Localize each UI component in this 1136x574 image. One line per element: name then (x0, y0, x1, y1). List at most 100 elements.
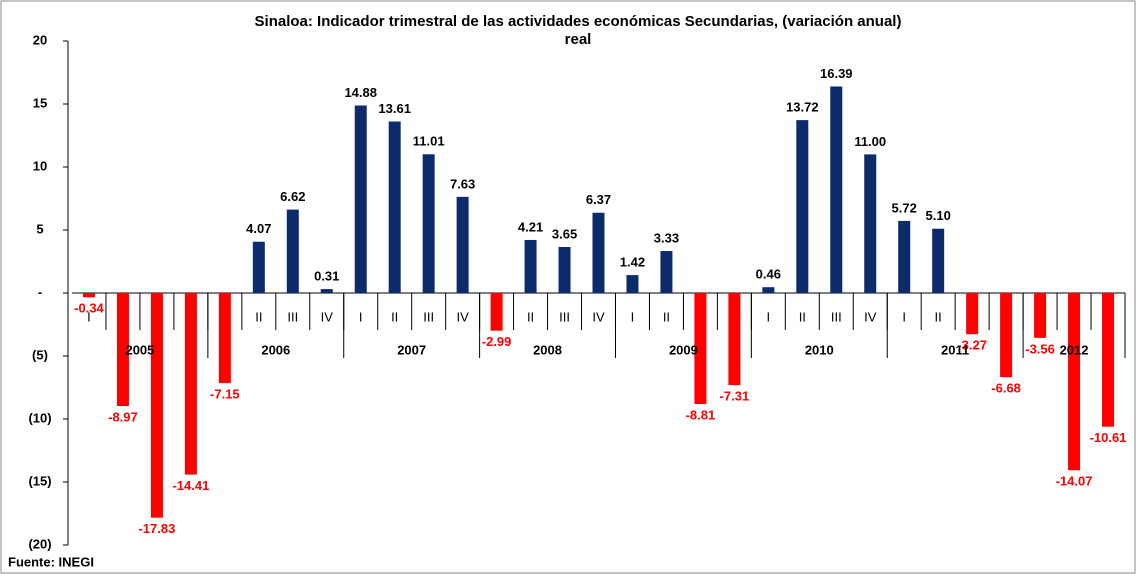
value-label: -3.27 (957, 338, 987, 353)
bar (184, 293, 197, 475)
x-tick-label: I (767, 309, 771, 324)
x-tick-label: IV (864, 309, 877, 324)
value-label: 6.37 (586, 192, 611, 207)
x-tick-label: IV (592, 309, 605, 324)
chart-subtitle: real (565, 31, 592, 48)
bar (1102, 293, 1115, 427)
year-label: 2008 (533, 342, 562, 357)
y-tick-label: 5 (36, 221, 43, 236)
bar (82, 293, 95, 298)
y-tick-label: (5) (32, 347, 48, 362)
x-tick-label: I (87, 309, 91, 324)
y-tick-label: (10) (28, 410, 51, 425)
year-label: 2009 (669, 342, 698, 357)
x-tick-label: I (359, 309, 363, 324)
x-tick-label: III (559, 309, 570, 324)
bar (388, 121, 401, 293)
year-label: 2010 (805, 342, 834, 357)
value-label: -8.81 (686, 407, 716, 422)
value-label: -10.61 (1090, 430, 1127, 445)
bar (1068, 293, 1081, 471)
bar (1000, 293, 1013, 378)
x-tick-label: II (527, 309, 534, 324)
year-label: 2005 (125, 342, 154, 357)
x-tick-label: II (663, 309, 670, 324)
bar (660, 251, 673, 293)
value-label: 0.31 (314, 269, 339, 284)
value-label: 4.07 (246, 221, 271, 236)
value-label: -8.97 (108, 409, 138, 424)
bar (966, 293, 979, 335)
year-label: 2006 (261, 342, 290, 357)
x-tick-label: IV (456, 309, 469, 324)
bar (252, 241, 265, 293)
bar (592, 212, 605, 293)
value-label: 7.63 (450, 176, 475, 191)
y-tick-label: - (38, 284, 42, 299)
value-label: 5.10 (926, 208, 951, 223)
y-tick-label: 20 (33, 32, 47, 47)
value-label: -6.68 (991, 381, 1021, 396)
bar (796, 120, 809, 294)
value-label: 0.46 (756, 267, 781, 282)
value-label: 14.88 (344, 85, 377, 100)
source: Fuente: INEGI (8, 554, 94, 569)
value-label: 11.00 (854, 134, 886, 149)
value-label: 3.33 (654, 230, 679, 245)
bar (218, 293, 231, 384)
x-tick-label: I (631, 309, 635, 324)
value-label: -3.56 (1025, 341, 1055, 356)
value-label: 4.21 (518, 219, 543, 234)
value-label: -14.07 (1056, 474, 1093, 489)
value-label: 13.61 (378, 101, 411, 116)
y-tick-label: 15 (33, 95, 47, 110)
bar (1034, 293, 1047, 338)
value-label: -0.34 (74, 301, 104, 316)
x-tick-label: II (799, 309, 806, 324)
x-tick-label: III (287, 309, 298, 324)
value-label: -17.83 (138, 521, 175, 536)
year-label: 2012 (1060, 342, 1089, 357)
year-label: 2007 (397, 342, 426, 357)
value-label: 16.39 (820, 66, 853, 81)
bar (864, 154, 877, 293)
value-label: -7.15 (210, 387, 240, 402)
bar (898, 220, 911, 293)
bar (524, 239, 537, 293)
bar (626, 275, 639, 293)
chart-title: Sinaloa: Indicador trimestral de las act… (255, 13, 902, 30)
year-label: 2011 (941, 342, 969, 357)
bar (558, 247, 571, 293)
value-label: 3.65 (552, 226, 577, 241)
x-tick-label: I (902, 309, 906, 324)
bar (320, 289, 333, 293)
value-label: -2.99 (482, 334, 512, 349)
value-label: 1.42 (620, 255, 645, 270)
y-tick-label: (20) (28, 536, 51, 551)
y-tick-label: 10 (33, 158, 47, 173)
x-tick-label: II (391, 309, 398, 324)
value-label: -7.31 (720, 389, 750, 404)
value-label: -14.41 (172, 478, 209, 493)
bar (286, 209, 299, 293)
y-tick-label: (15) (28, 473, 51, 488)
bar (728, 293, 741, 386)
bar (932, 228, 945, 293)
bar (694, 293, 707, 405)
bar (150, 293, 163, 518)
bar (830, 86, 843, 294)
x-tick-label: IV (321, 309, 334, 324)
bar (490, 293, 503, 331)
x-tick-label: II (935, 309, 942, 324)
x-tick-label: II (255, 309, 262, 324)
bar (354, 105, 367, 294)
value-label: 5.72 (892, 200, 917, 215)
bar (762, 287, 775, 293)
value-label: 11.01 (413, 134, 445, 149)
x-tick-label: III (423, 309, 434, 324)
value-label: 13.72 (786, 100, 819, 115)
bar (422, 154, 435, 293)
x-tick-label: III (831, 309, 842, 324)
bar (456, 196, 469, 293)
